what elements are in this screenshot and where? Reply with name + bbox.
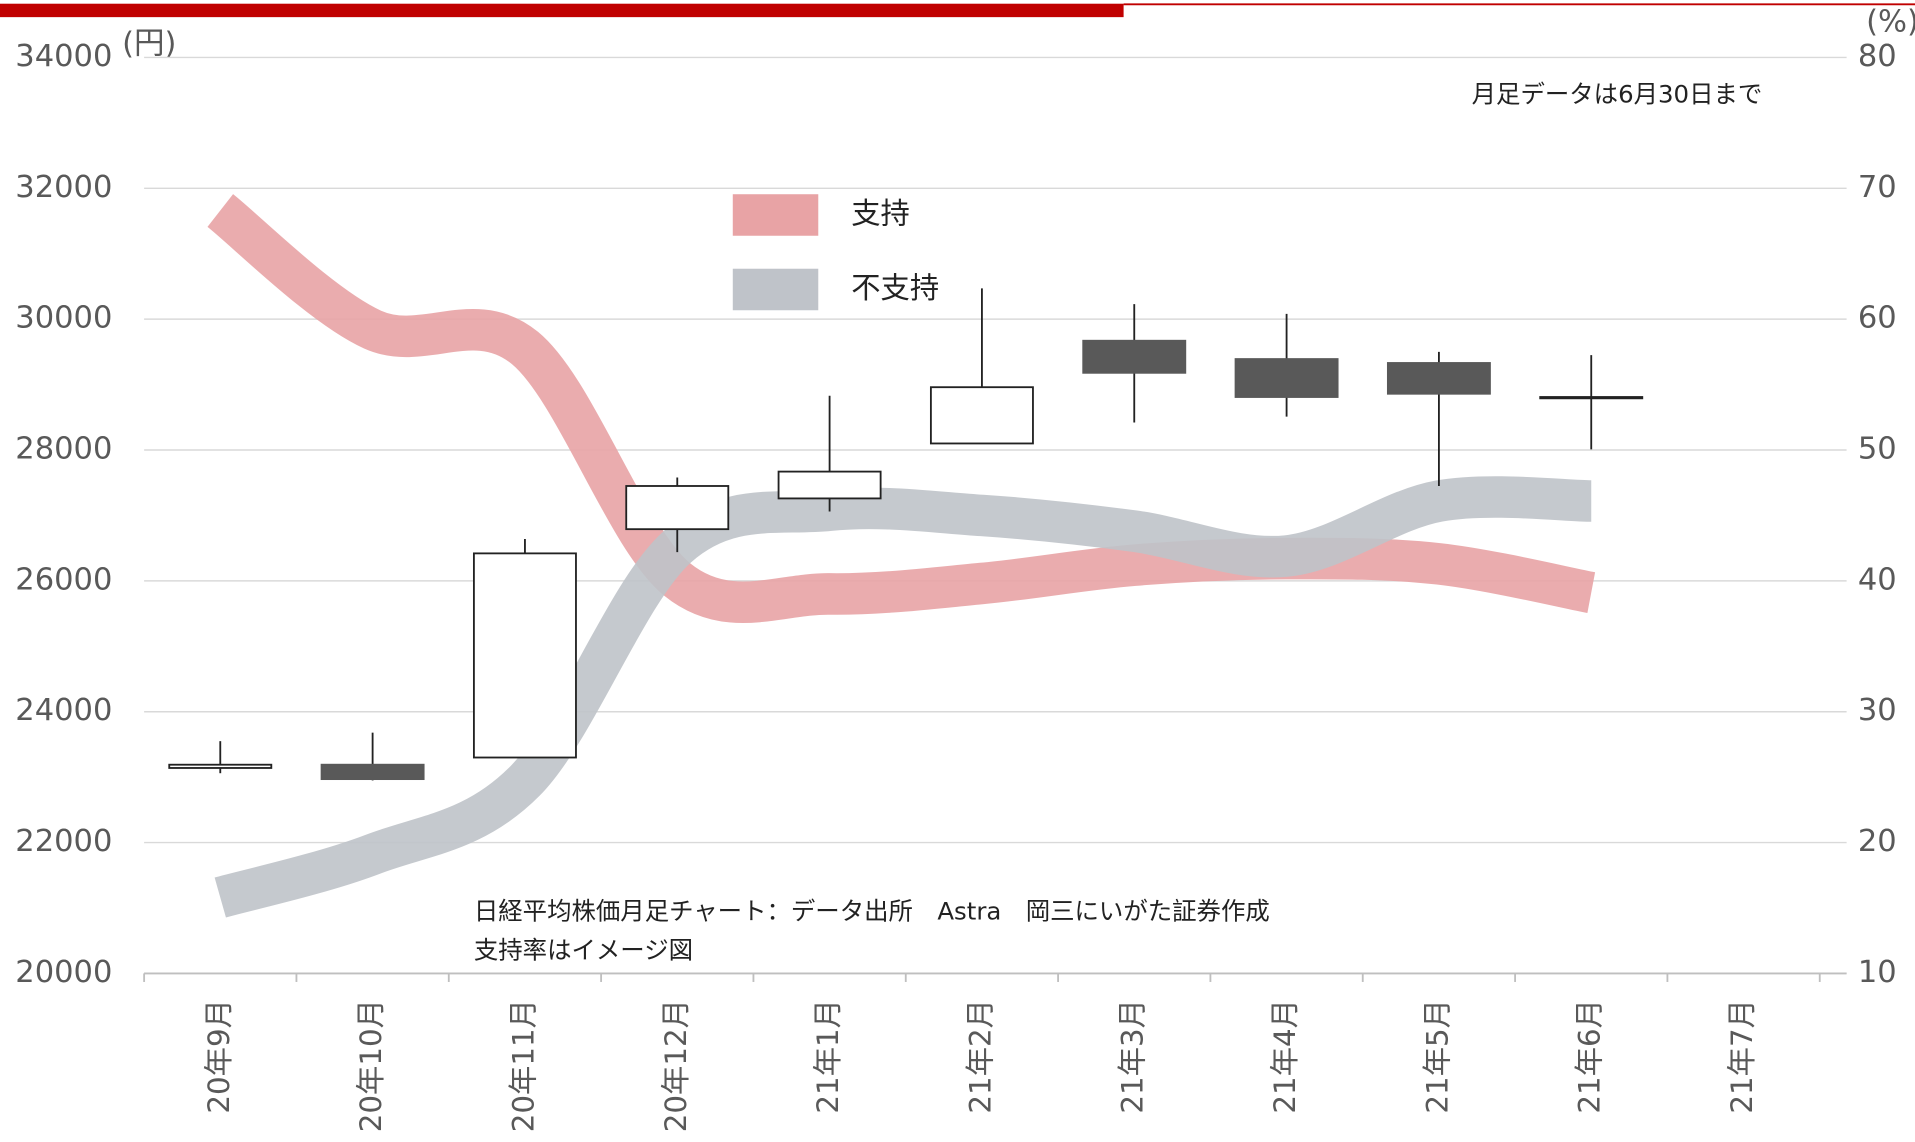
support-line <box>214 476 1592 918</box>
candle-body <box>1386 362 1491 395</box>
x-tick-label: 20年11月 <box>506 999 540 1132</box>
candle-body <box>1539 396 1644 400</box>
y-tick-label: 26000 <box>15 562 112 597</box>
candle-body <box>168 763 273 769</box>
candle-body <box>625 485 730 531</box>
candle-body <box>929 386 1034 445</box>
x-tick-label: 20年12月 <box>659 999 693 1132</box>
candle-body <box>777 470 882 500</box>
x-tick-label: 21年2月 <box>963 999 997 1114</box>
source-note: 日経平均株価月足チャート：データ出所 Astra 岡三にいがた証券作成 <box>474 896 1270 925</box>
legend-label: 不支持 <box>851 271 939 305</box>
y2-tick-label: 80 <box>1858 39 1897 74</box>
x-tick-label: 21年7月 <box>1725 999 1759 1114</box>
legend-swatch <box>732 268 819 311</box>
legend-label: 支持 <box>851 196 910 230</box>
x-tick-label: 20年9月 <box>202 999 236 1114</box>
support-line <box>207 194 1596 623</box>
y-tick-label: 20000 <box>15 955 112 990</box>
legend-swatch <box>732 194 819 236</box>
y2-tick-label: 20 <box>1858 824 1897 859</box>
x-tick-label: 21年4月 <box>1268 999 1302 1114</box>
x-tick-label: 21年5月 <box>1420 999 1454 1114</box>
candle-body <box>320 763 425 781</box>
y-unit: (円) <box>122 27 176 62</box>
x-tick-label: 20年10月 <box>354 999 388 1132</box>
header-bar <box>0 3 1124 18</box>
y-tick-label: 22000 <box>15 824 112 859</box>
y-tick-label: 32000 <box>15 170 112 205</box>
y2-tick-label: 30 <box>1858 693 1897 728</box>
y2-tick-label: 50 <box>1858 432 1897 467</box>
candle-body <box>1082 339 1187 374</box>
candle-body <box>472 552 577 759</box>
y2-tick-label: 10 <box>1858 955 1897 990</box>
y2-tick-label: 60 <box>1858 301 1897 336</box>
y-tick-label: 30000 <box>15 301 112 336</box>
y2-unit: (%) <box>1866 5 1915 40</box>
y-tick-label: 24000 <box>15 693 112 728</box>
image-note: 支持率はイメージ図 <box>474 935 693 964</box>
x-tick-label: 21年3月 <box>1116 999 1150 1114</box>
x-tick-label: 21年1月 <box>811 999 845 1114</box>
y-tick-label: 34000 <box>15 39 112 74</box>
x-tick-label: 21年6月 <box>1573 999 1607 1114</box>
y2-tick-label: 40 <box>1858 562 1897 597</box>
candle-body <box>1234 358 1339 398</box>
annotation: 月足データは6月30日まで <box>1472 79 1763 108</box>
y2-tick-label: 70 <box>1858 170 1897 205</box>
y-tick-label: 28000 <box>15 432 112 467</box>
